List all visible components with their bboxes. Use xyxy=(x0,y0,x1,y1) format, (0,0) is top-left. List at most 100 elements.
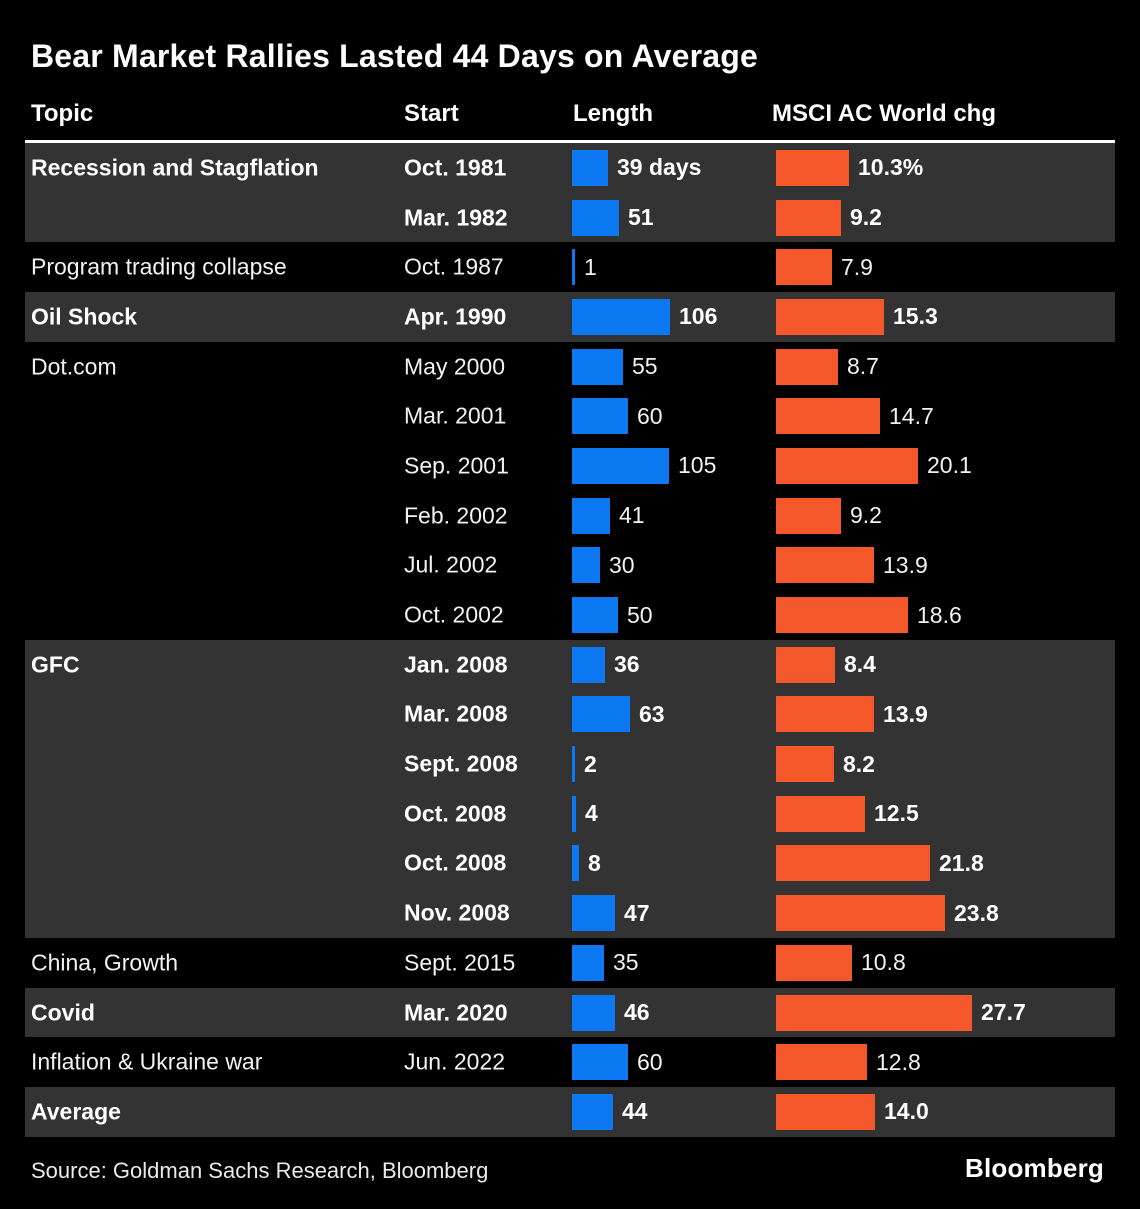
length-bar xyxy=(572,1044,628,1081)
length-bar xyxy=(572,447,669,484)
start-cell: Jun. 2022 xyxy=(404,1048,506,1075)
start-cell: Apr. 1990 xyxy=(404,303,507,330)
column-header-start: Start xyxy=(404,100,459,127)
chg-bar xyxy=(776,348,838,385)
length-bar xyxy=(572,1093,613,1130)
table-row: Jul. 2002 30 13.9 xyxy=(25,540,1115,591)
start-cell: Oct. 1981 xyxy=(404,154,507,181)
start-cell: Mar. 2020 xyxy=(404,999,508,1026)
length-cell: 106 xyxy=(572,298,717,335)
chg-bar xyxy=(776,646,835,683)
column-headers: Topic Start Length MSCI AC World chg xyxy=(0,100,1140,134)
length-cell: 60 xyxy=(572,1044,663,1081)
length-bar xyxy=(572,994,615,1031)
chg-value: 13.9 xyxy=(883,551,928,578)
table-row: Recession and Stagflation Oct. 1981 39 d… xyxy=(25,143,1115,193)
length-cell: 105 xyxy=(572,447,716,484)
chg-cell: 27.7 xyxy=(776,994,1026,1031)
table-row: Inflation & Ukraine war Jun. 2022 60 12.… xyxy=(25,1037,1115,1088)
start-cell: May 2000 xyxy=(404,353,506,380)
start-cell: Jul. 2002 xyxy=(404,551,498,578)
table-row: Sept. 2008 2 8.2 xyxy=(25,739,1115,789)
chg-cell: 8.4 xyxy=(776,646,876,683)
length-bar xyxy=(572,348,623,385)
length-cell: 44 xyxy=(572,1093,648,1130)
chg-cell: 8.7 xyxy=(776,348,879,385)
topic-cell: Oil Shock xyxy=(31,303,138,330)
chg-value: 20.1 xyxy=(927,452,972,479)
table-row: GFC Jan. 2008 36 8.4 xyxy=(25,639,1115,690)
length-value: 47 xyxy=(624,899,650,926)
length-value: 44 xyxy=(622,1098,648,1125)
length-value: 46 xyxy=(624,999,650,1026)
length-bar xyxy=(572,298,670,335)
header-rule xyxy=(25,140,1115,143)
chg-cell: 7.9 xyxy=(776,249,873,286)
chg-bar xyxy=(776,298,884,335)
length-bar xyxy=(572,895,615,932)
chg-bar xyxy=(776,1044,867,1081)
length-bar xyxy=(572,746,575,783)
length-bar xyxy=(572,199,619,236)
length-value: 63 xyxy=(639,700,665,727)
chg-cell: 13.9 xyxy=(776,696,928,733)
start-cell: Oct. 2008 xyxy=(404,849,507,876)
length-bar xyxy=(572,795,576,832)
length-bar xyxy=(572,398,628,435)
length-cell: 30 xyxy=(572,547,635,584)
length-bar xyxy=(572,249,575,286)
chg-cell: 18.6 xyxy=(776,597,962,634)
chg-cell: 9.2 xyxy=(776,199,882,236)
rally-table: Recession and Stagflation Oct. 1981 39 d… xyxy=(25,143,1115,1137)
chg-value: 9.2 xyxy=(850,204,882,231)
length-cell: 4 xyxy=(572,795,598,832)
table-row: China, Growth Sept. 2015 35 10.8 xyxy=(25,938,1115,988)
chg-cell: 8.2 xyxy=(776,746,875,783)
start-cell: Sep. 2001 xyxy=(404,452,509,479)
table-row: Oil Shock Apr. 1990 106 15.3 xyxy=(25,292,1115,342)
start-cell: Mar. 1982 xyxy=(404,204,508,231)
chg-value: 15.3 xyxy=(893,303,938,330)
column-header-length: Length xyxy=(573,100,653,127)
chg-value: 27.7 xyxy=(981,999,1026,1026)
chg-cell: 23.8 xyxy=(776,895,999,932)
chg-bar xyxy=(776,547,874,584)
chg-bar xyxy=(776,497,841,534)
length-bar xyxy=(572,944,604,981)
topic-cell: Inflation & Ukraine war xyxy=(31,1048,263,1075)
length-cell: 36 xyxy=(572,646,640,683)
length-bar xyxy=(572,547,600,584)
length-value: 60 xyxy=(637,1048,663,1075)
table-row: Average 44 14.0 xyxy=(25,1087,1115,1137)
chg-bar xyxy=(776,1093,875,1130)
chg-value: 8.7 xyxy=(847,353,879,380)
length-value: 2 xyxy=(584,750,597,777)
table-row: Program trading collapse Oct. 1987 1 7.9 xyxy=(25,242,1115,293)
column-header-topic: Topic xyxy=(31,100,94,127)
chg-value: 10.3% xyxy=(858,154,924,181)
start-cell: Oct. 1987 xyxy=(404,253,504,280)
chg-bar xyxy=(776,795,865,832)
chg-bar xyxy=(776,597,908,634)
chg-bar xyxy=(776,398,880,435)
chg-value: 8.2 xyxy=(843,750,875,777)
chg-value: 14.0 xyxy=(884,1098,929,1125)
chg-bar xyxy=(776,746,834,783)
chg-cell: 14.7 xyxy=(776,398,934,435)
chg-bar xyxy=(776,149,849,186)
length-bar xyxy=(572,646,605,683)
chg-value: 9.2 xyxy=(850,502,882,529)
chg-cell: 20.1 xyxy=(776,447,972,484)
start-cell: Oct. 2002 xyxy=(404,601,504,628)
chg-bar xyxy=(776,895,945,932)
table-row: Covid Mar. 2020 46 27.7 xyxy=(25,987,1115,1038)
chg-value: 13.9 xyxy=(883,700,928,727)
length-value: 1 xyxy=(584,253,597,280)
chg-value: 18.6 xyxy=(917,601,962,628)
column-header-msci-chg: MSCI AC World chg xyxy=(772,100,996,127)
length-cell: 1 xyxy=(572,249,597,286)
table-row: Nov. 2008 47 23.8 xyxy=(25,888,1115,938)
length-bar xyxy=(572,696,630,733)
chg-bar xyxy=(776,994,972,1031)
